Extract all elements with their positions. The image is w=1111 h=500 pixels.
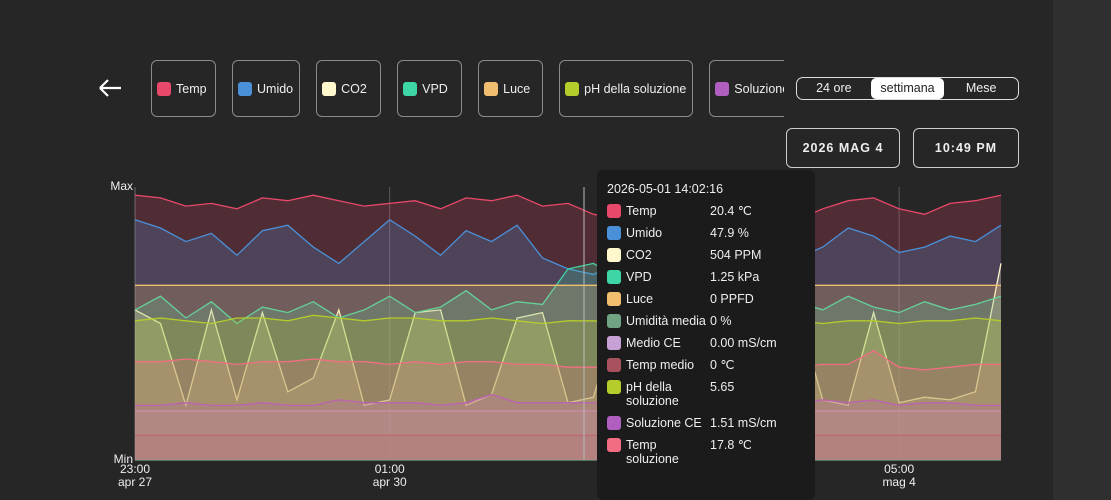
tooltip-name: Luce [626, 292, 654, 306]
legend-label: VPD [422, 81, 448, 96]
tooltip-swatch [607, 336, 621, 350]
tooltip-name: CO2 [626, 248, 652, 262]
tooltip-value: 504 PPM [710, 248, 762, 262]
range-option[interactable]: 24 ore [816, 81, 852, 95]
x-tick-date: apr 30 [373, 475, 407, 489]
tooltip-name: Medio CE [626, 336, 681, 350]
legend-swatch [157, 81, 171, 96]
tooltip-swatch [607, 226, 621, 240]
y-tick-label: Max [110, 179, 133, 193]
legend-label: CO2 [341, 81, 367, 96]
tooltip-value: 0 PPFD [710, 292, 754, 306]
tooltip: 2026-05-01 14:02:16 Temp 20.4 ℃ Umido 47.9 %… [597, 170, 815, 500]
legend-label: Temp [176, 81, 207, 96]
tooltip-name: VPD [626, 270, 652, 284]
x-tick-label: 23:00 [120, 462, 150, 476]
back-button[interactable] [99, 79, 121, 97]
tooltip-row: Luce 0 PPFD [607, 292, 805, 306]
legend-chip[interactable]: Umido [232, 60, 301, 117]
tooltip-swatch [607, 204, 621, 218]
series-line [134, 194, 1002, 221]
tooltip-name: pH della soluzione [626, 380, 679, 408]
tooltip-value: 0 % [710, 314, 732, 328]
legend-label: Luce [503, 81, 531, 96]
tooltip-swatch [607, 380, 621, 394]
tooltip-swatch [607, 270, 621, 284]
tooltip-timestamp: 2026-05-01 14:02:16 [607, 182, 724, 196]
legend-chip[interactable]: Luce [478, 60, 544, 117]
tooltip-value: 1.25 kPa [710, 270, 760, 284]
range-option[interactable]: Mese [965, 81, 997, 95]
y-tick-label: Min [114, 452, 133, 466]
legend-label: Soluzione CE [734, 81, 784, 96]
range-option[interactable]: settimana [870, 78, 945, 99]
tooltip-row: Umidità media 0 % [607, 314, 805, 328]
legend-chip[interactable]: VPD [397, 60, 463, 117]
tooltip-name: Soluzione CE [626, 416, 702, 430]
legend-label: Umido [257, 81, 294, 96]
tooltip-name: Temp [626, 204, 657, 218]
x-tick-label: 01:00 [375, 462, 405, 476]
tooltip-row: Temp medio 0 ℃ [607, 358, 805, 372]
tooltip-swatch [607, 248, 621, 262]
legend-swatch [484, 81, 499, 96]
legend-swatch [565, 81, 580, 96]
date-button[interactable]: 2026 MAG 4 [786, 128, 900, 168]
legend-swatch [403, 81, 418, 96]
legend-chip[interactable]: pH della soluzione [559, 60, 694, 117]
side-strip [1053, 0, 1111, 500]
series-line [134, 262, 1002, 325]
tooltip-row: CO2 504 PPM [607, 248, 805, 262]
x-tick-date: mag 4 [882, 475, 916, 489]
series-line [135, 393, 1001, 407]
legend: Temp Umido CO2 VPD Luce pH della soluzio… [151, 60, 784, 118]
tooltip-swatch [607, 416, 621, 430]
tooltip-value: 20.4 ℃ [710, 204, 752, 218]
tooltip-name: Temp soluzione [626, 438, 679, 466]
tooltip-swatch [607, 358, 621, 372]
series-line [135, 350, 1001, 371]
series-line [134, 314, 1002, 325]
tooltip-row: Temp soluzione 17.8 ℃ [607, 438, 805, 466]
legend-chip[interactable]: Soluzione CE [709, 60, 784, 117]
tooltip-value: 0 ℃ [710, 358, 735, 372]
tooltip-row: Soluzione CE 1.51 mS/cm [607, 416, 805, 430]
tooltip-row: Temp 20.4 ℃ [607, 204, 805, 218]
tooltip-swatch [607, 292, 621, 306]
legend-swatch [238, 81, 252, 96]
tooltip-value: 0.00 mS/cm [710, 336, 777, 350]
tooltip-value: 17.8 ℃ [710, 438, 752, 452]
x-tick-date: apr 27 [118, 475, 152, 489]
legend-chip[interactable]: CO2 [316, 60, 382, 117]
tooltip-swatch [607, 314, 621, 328]
tooltip-value: 1.51 mS/cm [710, 416, 777, 430]
tooltip-row: VPD 1.25 kPa [607, 270, 805, 284]
tooltip-swatch [607, 438, 621, 452]
legend-swatch [322, 81, 337, 96]
tooltip-row: pH della soluzione 5.65 [607, 380, 805, 408]
legend-label: pH della soluzione [584, 81, 687, 96]
tooltip-row: Medio CE 0.00 mS/cm [607, 336, 805, 350]
tooltip-name: Umido [626, 226, 663, 240]
x-tick-label: 05:00 [884, 462, 914, 476]
tooltip-row: Umido 47.9 % [607, 226, 805, 240]
tooltip-name: Umidità media [626, 314, 706, 328]
legend-chip[interactable]: Temp [151, 60, 216, 117]
range-selector: 24 ore settimana Mese [796, 77, 1019, 100]
legend-swatch [715, 81, 730, 96]
tooltip-value: 47.9 % [710, 226, 749, 240]
tooltip-name: Temp medio [626, 358, 695, 372]
tooltip-value: 5.65 [710, 380, 735, 394]
time-button[interactable]: 10:49 PM [913, 128, 1019, 168]
